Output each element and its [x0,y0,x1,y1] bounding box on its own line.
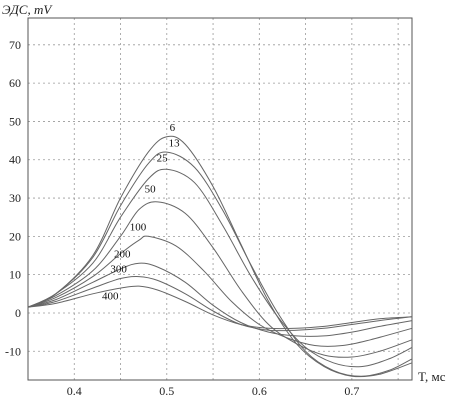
y-tick-label: 40 [9,153,21,167]
tick-labels: -10 0 10 20 30 40 50 60 70 0.4 0.5 0.6 0.7 [5,38,359,398]
curve-label-300: 300 [110,264,127,276]
y-tick-label: 60 [9,76,21,90]
x-tick-label: 0.5 [159,384,174,398]
y-tick-label: 50 [9,114,21,128]
curve-label-13: 13 [169,137,181,149]
curve-label-400: 400 [102,291,119,303]
y-tick-label: 30 [9,191,21,205]
y-tick-label: 10 [9,268,21,282]
curve-200 [27,262,413,337]
y-tick-label: 0 [15,306,21,320]
curve-label-200: 200 [114,248,131,260]
x-tick-label: 0.4 [67,384,82,398]
curve-400 [27,285,413,330]
x-tick-label: 0.6 [252,384,267,398]
curve-label-25: 25 [157,153,169,165]
curve-25 [27,168,413,368]
x-axis-label: T, мс [418,369,446,384]
x-tick-label: 0.7 [344,384,359,398]
curve-label-100: 100 [130,222,147,234]
curve-100 [27,235,413,347]
curves [27,135,413,378]
y-tick-label: 20 [9,229,21,243]
curve-6 [27,135,413,378]
plot-frame [27,17,413,381]
y-axis-label: ЭДС, mV [2,2,53,17]
y-tick-label: 70 [9,38,21,52]
curve-50 [27,201,413,358]
curve-label-50: 50 [145,183,157,195]
y-tick-label: -10 [5,344,21,358]
grid-lines [28,18,412,380]
curve-300 [27,276,413,332]
curve-13 [27,151,413,377]
curve-label-6: 6 [170,122,176,134]
